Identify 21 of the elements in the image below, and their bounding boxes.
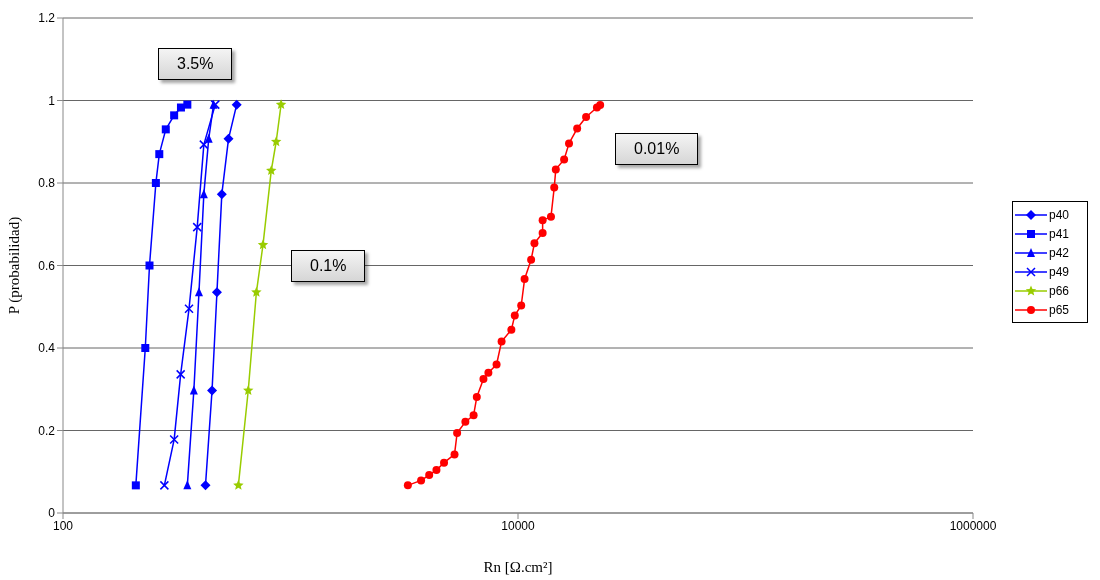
y-axis-title: P (probabilidad) [6, 216, 24, 315]
legend-label: p49 [1049, 264, 1070, 279]
annotation: 0.01% [615, 133, 699, 165]
legend-label: p66 [1049, 283, 1070, 298]
legend-label: p65 [1049, 302, 1070, 317]
x-axis-title: Rn [Ω.cm²] [483, 558, 553, 575]
y-tick-label: 0.2 [38, 423, 56, 438]
annotation: 0.1% [291, 250, 366, 282]
y-tick-label: 0.8 [38, 176, 56, 191]
legend-label: p40 [1049, 207, 1070, 222]
x-tick-label: 100 [52, 518, 74, 533]
y-tick-label: 0 [48, 506, 56, 521]
annotation: 3.5% [158, 48, 233, 80]
y-tick-label: 0.6 [38, 258, 56, 273]
legend-label: p42 [1049, 245, 1070, 260]
x-tick-label: 1000000 [949, 518, 997, 533]
legend-label: p41 [1049, 226, 1070, 241]
y-tick-label: 1 [48, 93, 56, 108]
y-tick-label: 0.4 [38, 341, 56, 356]
x-tick-label: 10000 [501, 518, 536, 533]
y-tick-label: 1.2 [38, 11, 56, 26]
